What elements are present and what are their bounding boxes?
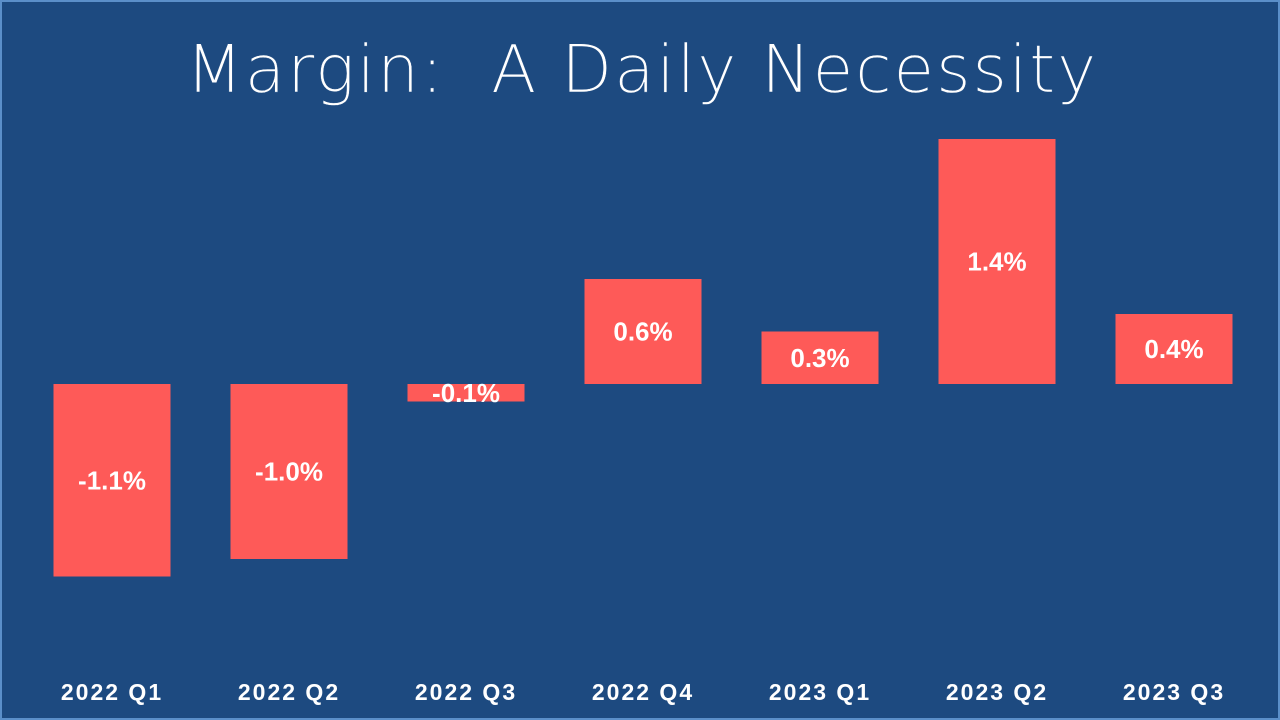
bar-2022-q1: [53, 384, 171, 577]
bar-2023-q3: [1115, 314, 1233, 384]
data-label-2023-q2: 1.4%: [967, 247, 1026, 277]
category-label-2023-q3: 2023 Q3: [1123, 679, 1225, 705]
bar-2022-q2: [230, 384, 348, 559]
bar-2022-q3: [407, 384, 525, 402]
data-label-2023-q1: 0.3%: [790, 343, 849, 373]
data-label-2022-q4: 0.6%: [613, 317, 672, 347]
category-label-2022-q3: 2022 Q3: [415, 679, 517, 705]
bar-2023-q1: [761, 331, 879, 384]
category-label-2022-q1: 2022 Q1: [61, 679, 163, 705]
category-label-2023-q1: 2023 Q1: [769, 679, 871, 705]
data-label-2022-q2: -1.0%: [255, 457, 323, 487]
chart-title: Margin: A Daily Necessity: [185, 31, 1099, 108]
bar-2022-q4: [584, 279, 702, 384]
category-label-2023-q2: 2023 Q2: [946, 679, 1048, 705]
data-label-2022-q1: -1.1%: [78, 465, 146, 495]
data-label-2023-q3: 0.4%: [1144, 334, 1203, 364]
data-label-2022-q3: -0.1%: [432, 378, 500, 408]
category-label-2022-q2: 2022 Q2: [238, 679, 340, 705]
category-label-2022-q4: 2022 Q4: [592, 679, 694, 705]
bar-2023-q2: [938, 139, 1056, 384]
